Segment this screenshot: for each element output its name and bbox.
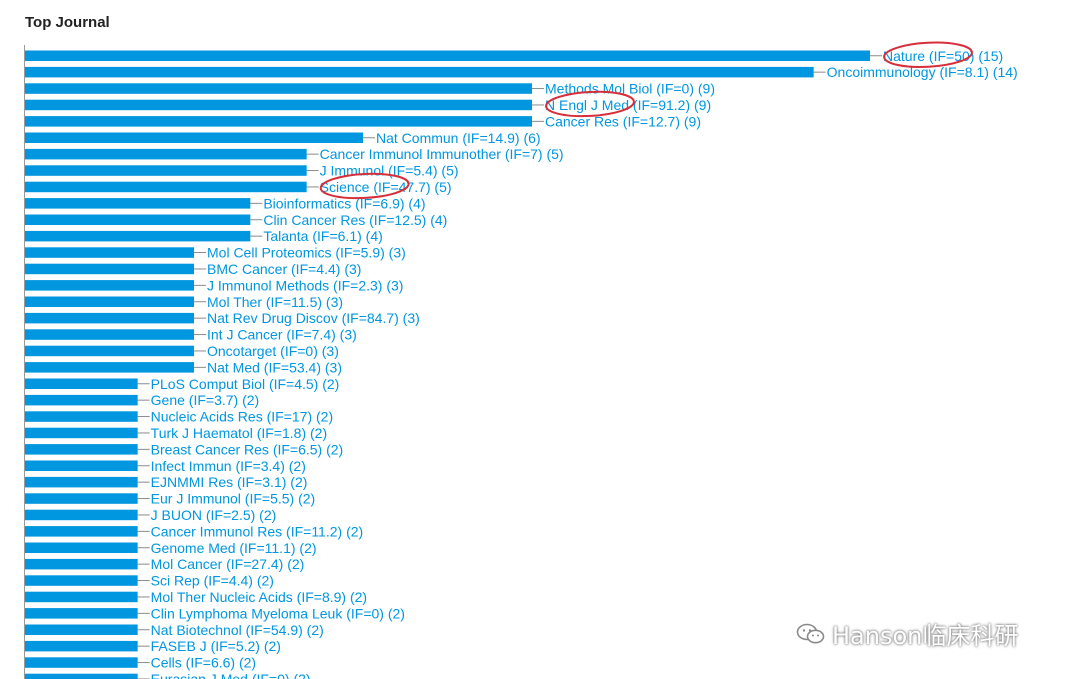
bar-faseb-j: [25, 640, 138, 652]
bar-plos-comput-biol: [25, 378, 138, 389]
bar-cells: [25, 657, 138, 668]
bar-oncotarget: [25, 345, 194, 357]
bar-label-talanta: Talanta (IF=6.1) (4): [263, 228, 382, 244]
bar-label-mol-cell-proteomics: Mol Cell Proteomics (IF=5.9) (3): [207, 245, 406, 261]
bar-label-nucleic-acids-res: Nucleic Acids Res (IF=17) (2): [151, 409, 333, 425]
bar-j-immunol-methods: [25, 280, 194, 291]
bar-label-n-engl-j-med: N Engl J Med (IF=91.2) (9): [545, 97, 711, 113]
bar-nat-commun: [25, 132, 363, 143]
chart-title: Top Journal: [25, 14, 110, 31]
bar-nat-rev-drug-discov: [25, 312, 194, 324]
bar-sci-rep: [25, 575, 138, 586]
bar-mol-cell-proteomics: [25, 247, 194, 258]
bar-label-faseb-j: FASEB J (IF=5.2) (2): [151, 638, 281, 654]
bar-mol-ther-nucleic-acids: [25, 591, 138, 603]
bar-label-bmc-cancer: BMC Cancer (IF=4.4) (3): [207, 261, 361, 277]
bar-label-ejnmmi-res: EJNMMI Res (IF=3.1) (2): [151, 474, 308, 490]
bar-label-mol-ther-nucleic-acids: Mol Ther Nucleic Acids (IF=8.9) (2): [151, 589, 367, 605]
bar-label-nat-rev-drug-discov: Nat Rev Drug Discov (IF=84.7) (3): [207, 310, 420, 326]
highlight-circle-nature: [883, 41, 973, 68]
bar-label-eurasian-j-med: Eurasian J Med (IF=0) (2): [151, 671, 311, 679]
bar-j-buon: [25, 509, 138, 521]
bar-label-mol-ther: Mol Ther (IF=11.5) (3): [207, 294, 343, 310]
bar-bmc-cancer: [25, 263, 194, 275]
bar-infect-immun: [25, 460, 138, 471]
bar-turk-j-haematol: [25, 427, 138, 439]
bar-nucleic-acids-res: [25, 411, 138, 422]
bar-genome-med: [25, 542, 138, 553]
bar-label-cancer-immunol-immunother: Cancer Immunol Immunother (IF=7) (5): [320, 146, 564, 162]
bar-label-clin-cancer-res: Clin Cancer Res (IF=12.5) (4): [263, 212, 447, 228]
bar-mol-cancer: [25, 558, 138, 570]
bar-label-eur-j-immunol: Eur J Immunol (IF=5.5) (2): [151, 491, 316, 507]
bar-label-j-immunol-methods: J Immunol Methods (IF=2.3) (3): [207, 277, 403, 293]
bar-gene: [25, 394, 138, 406]
bar-label-infect-immun: Infect Immun (IF=3.4) (2): [151, 458, 306, 474]
bar-label-cells: Cells (IF=6.6) (2): [151, 655, 256, 671]
bar-label-genome-med: Genome Med (IF=11.1) (2): [151, 540, 317, 556]
bar-oncoimmunology: [25, 66, 814, 78]
bar-label-nat-biotechnol: Nat Biotechnol (IF=54.9) (2): [151, 622, 324, 638]
bar-label-turk-j-haematol: Turk J Haematol (IF=1.8) (2): [151, 425, 327, 441]
highlight-circles-group: [319, 41, 973, 200]
bar-cancer-immunol-immunother: [25, 148, 307, 160]
bar-breast-cancer-res: [25, 444, 138, 455]
bar-label-science: Science (IF=47.7) (5): [320, 179, 452, 195]
bar-cancer-immunol-res: [25, 526, 138, 537]
bar-nature: [25, 50, 870, 61]
highlight-circle-science: [319, 172, 410, 200]
bar-science: [25, 181, 307, 193]
bar-bioinformatics: [25, 198, 251, 209]
bar-eur-j-immunol: [25, 493, 138, 504]
bar-label-j-buon: J BUON (IF=2.5) (2): [151, 507, 277, 523]
bar-label-clin-lymphoma-myeloma-leuk: Clin Lymphoma Myeloma Leuk (IF=0) (2): [151, 605, 405, 621]
bar-nat-biotechnol: [25, 624, 138, 635]
bar-j-immunol: [25, 165, 307, 176]
bar-n-engl-j-med: [25, 99, 532, 111]
bar-talanta: [25, 230, 251, 242]
bar-int-j-cancer: [25, 329, 194, 340]
bar-label-breast-cancer-res: Breast Cancer Res (IF=6.5) (2): [151, 441, 344, 457]
bar-label-gene: Gene (IF=3.7) (2): [151, 392, 260, 408]
bar-label-sci-rep: Sci Rep (IF=4.4) (2): [151, 573, 274, 589]
bar-label-int-j-cancer: Int J Cancer (IF=7.4) (3): [207, 327, 357, 343]
watermark-text: Hanson临床科研: [832, 622, 1019, 650]
bar-label-oncotarget: Oncotarget (IF=0) (3): [207, 343, 339, 359]
bar-ejnmmi-res: [25, 476, 138, 488]
bar-label-bioinformatics: Bioinformatics (IF=6.9) (4): [263, 195, 425, 211]
bar-eurasian-j-med: [25, 673, 138, 679]
bar-nat-med: [25, 362, 194, 373]
bar-cancer-res: [25, 116, 532, 127]
highlight-circle-n-engl-j-med: [545, 90, 635, 118]
bar-clin-lymphoma-myeloma-leuk: [25, 608, 138, 619]
bar-mol-ther: [25, 296, 194, 307]
bar-label-nat-commun: Nat Commun (IF=14.9) (6): [376, 130, 541, 146]
bar-labels-group: Nature (IF=50) (15)Oncoimmunology (IF=8.…: [151, 48, 1018, 679]
bars-group: [25, 50, 870, 679]
bar-clin-cancer-res: [25, 214, 251, 225]
bar-label-cancer-res: Cancer Res (IF=12.7) (9): [545, 113, 701, 129]
bar-label-oncoimmunology: Oncoimmunology (IF=8.1) (14): [827, 64, 1018, 80]
bar-label-cancer-immunol-res: Cancer Immunol Res (IF=11.2) (2): [151, 523, 364, 539]
wechat-icon: [796, 622, 826, 646]
label-connectors-group: [137, 55, 882, 679]
watermark: Hanson临床科研: [796, 616, 1018, 651]
bar-label-nat-med: Nat Med (IF=53.4) (3): [207, 359, 342, 375]
bar-label-mol-cancer: Mol Cancer (IF=27.4) (2): [151, 556, 305, 572]
bar-label-plos-comput-biol: PLoS Comput Biol (IF=4.5) (2): [151, 376, 340, 392]
bar-methods-mol-biol: [25, 83, 532, 94]
bar-label-nature: Nature (IF=50) (15): [883, 48, 1003, 64]
